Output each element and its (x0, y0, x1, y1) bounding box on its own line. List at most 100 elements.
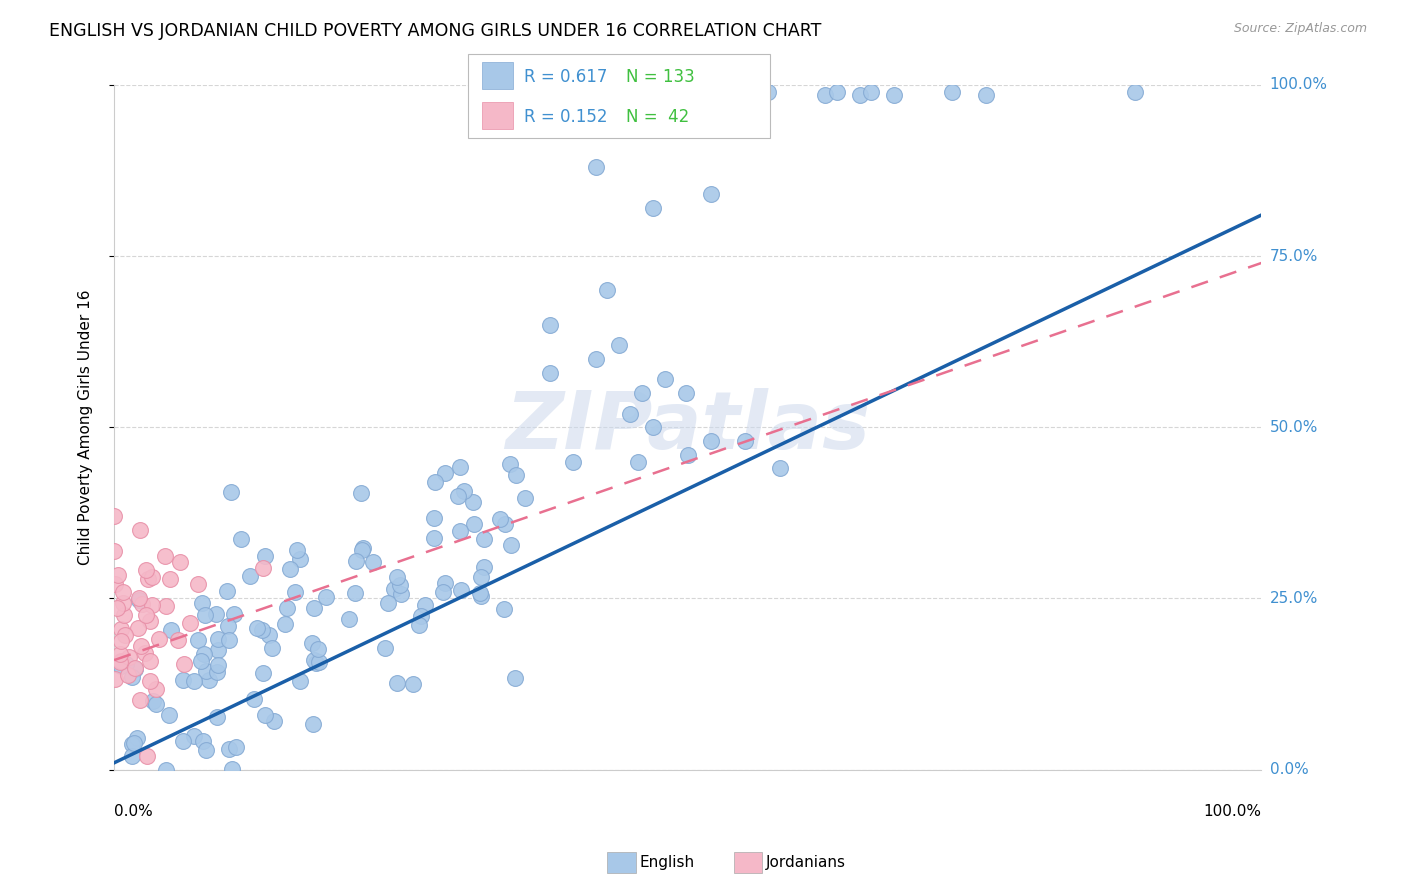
Point (301, 636, 323, 650)
Point (352, 542, 374, 557)
Text: 75.0%: 75.0% (1270, 249, 1317, 264)
Text: ZIPatlas: ZIPatlas (505, 388, 870, 467)
Point (139, 673, 162, 688)
Point (108, 647, 131, 661)
Point (423, 511, 446, 525)
Point (110, 658, 132, 673)
Text: English: English (640, 855, 695, 870)
Point (699, 187, 721, 202)
Point (305, 656, 328, 670)
Point (124, 663, 146, 677)
Text: R = 0.617: R = 0.617 (524, 69, 607, 87)
Point (385, 570, 408, 584)
Point (207, 665, 229, 679)
Point (274, 617, 297, 632)
Point (470, 569, 492, 583)
Point (302, 652, 325, 666)
Point (198, 673, 221, 687)
Point (254, 708, 277, 723)
Point (103, 509, 125, 524)
Point (389, 578, 412, 592)
Point (145, 697, 167, 711)
Point (756, 85, 779, 99)
Point (142, 694, 165, 708)
Point (474, 532, 496, 546)
Point (276, 600, 298, 615)
Point (103, 543, 125, 558)
Point (169, 556, 191, 570)
Point (449, 524, 471, 538)
Point (207, 710, 229, 724)
Point (135, 608, 157, 623)
Point (111, 596, 134, 610)
Point (402, 677, 425, 691)
Point (450, 583, 472, 598)
Point (607, 338, 630, 352)
Point (127, 622, 149, 636)
Point (108, 655, 131, 669)
Point (627, 455, 650, 469)
Point (145, 681, 167, 696)
Point (252, 560, 274, 574)
Point (468, 586, 491, 600)
Point (432, 584, 454, 599)
Text: 100.0%: 100.0% (1270, 78, 1327, 93)
Point (166, 632, 188, 647)
Point (974, 88, 997, 103)
Point (229, 533, 252, 547)
Text: Source: ZipAtlas.com: Source: ZipAtlas.com (1233, 22, 1367, 36)
Point (409, 609, 432, 624)
Point (463, 517, 485, 532)
Point (139, 654, 162, 668)
Point (127, 731, 149, 745)
Point (121, 737, 143, 751)
Point (307, 642, 329, 657)
Point (250, 624, 273, 638)
Point (122, 735, 145, 749)
Point (129, 523, 152, 537)
Point (173, 657, 195, 671)
Point (363, 555, 385, 569)
Point (242, 691, 264, 706)
Text: ENGLISH VS JORDANIAN CHILD POVERTY AMONG GIRLS UNDER 16 CORRELATION CHART: ENGLISH VS JORDANIAN CHILD POVERTY AMONG… (49, 22, 821, 40)
Point (585, 160, 607, 174)
Point (288, 673, 311, 688)
Point (382, 582, 405, 597)
Point (187, 577, 209, 591)
Point (422, 531, 444, 545)
Point (222, 607, 245, 621)
Point (115, 657, 138, 672)
Point (676, 448, 699, 462)
Point (104, 577, 127, 591)
Point (110, 634, 132, 648)
Point (134, 646, 156, 660)
Point (218, 742, 240, 756)
Point (470, 590, 492, 604)
Point (734, 434, 756, 448)
Point (503, 671, 526, 685)
Point (190, 654, 212, 668)
Point (172, 673, 194, 687)
Point (129, 639, 152, 653)
Point (195, 743, 218, 757)
Point (205, 607, 228, 622)
Point (596, 284, 619, 298)
Point (129, 693, 152, 707)
Point (1123, 85, 1146, 99)
Point (492, 601, 515, 615)
Point (252, 666, 274, 681)
Point (128, 591, 150, 605)
Point (385, 676, 408, 690)
Point (217, 583, 239, 598)
Point (278, 562, 301, 576)
Point (190, 596, 212, 610)
Point (675, 386, 697, 401)
Point (186, 632, 208, 647)
Point (217, 619, 239, 633)
Point (104, 672, 127, 686)
Point (112, 607, 135, 622)
Point (883, 88, 905, 103)
Point (111, 584, 134, 599)
Point (110, 623, 132, 637)
Point (135, 749, 157, 764)
